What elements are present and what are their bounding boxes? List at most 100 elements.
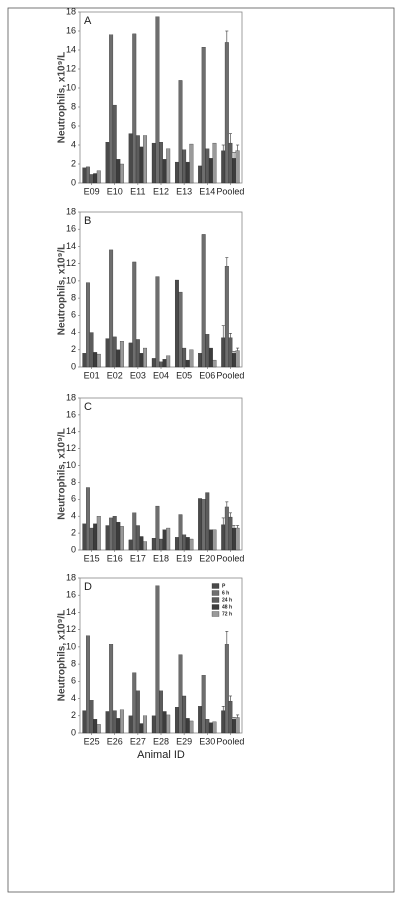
bar	[198, 165, 203, 184]
bar	[208, 347, 213, 368]
bar	[201, 47, 206, 184]
x-tick-label: E14	[199, 186, 215, 196]
bar	[182, 347, 187, 368]
bar	[198, 498, 203, 551]
bar	[96, 170, 101, 184]
bar	[159, 690, 163, 734]
bar	[109, 34, 114, 184]
bar	[89, 332, 94, 368]
y-tick-label: 4	[71, 693, 76, 703]
bar	[174, 161, 179, 184]
y-axis-label: Neutrophils, x10⁹/L	[57, 610, 68, 701]
bar	[151, 358, 156, 368]
x-tick-label: E18	[153, 553, 169, 563]
x-tick-label: E01	[84, 370, 100, 380]
y-tick-label: 12	[66, 63, 76, 73]
bar	[128, 539, 133, 551]
bar	[82, 353, 87, 368]
plot-frame	[79, 397, 243, 551]
bar	[151, 538, 156, 551]
y-tick-label: 6	[71, 120, 76, 130]
bar	[132, 261, 137, 368]
bar	[139, 146, 144, 184]
bar	[221, 524, 226, 551]
bar	[205, 148, 210, 184]
bar	[82, 710, 87, 734]
x-tick-label: E19	[176, 553, 192, 563]
y-tick-label: 16	[66, 590, 76, 600]
bar	[228, 516, 233, 551]
bar	[119, 341, 124, 368]
bar	[232, 719, 236, 734]
bar	[109, 517, 114, 551]
x-tick-label: E27	[130, 736, 146, 746]
bar	[116, 159, 121, 184]
bar	[228, 700, 233, 734]
bar	[89, 174, 94, 184]
x-tick-label: E29	[176, 736, 192, 746]
bar	[105, 141, 110, 184]
y-tick-label: 6	[71, 310, 76, 320]
x-tick-label: E10	[107, 186, 123, 196]
y-tick-label: 2	[71, 527, 76, 537]
bar	[208, 722, 213, 734]
x-tick-label: E09	[84, 186, 100, 196]
bar	[224, 644, 229, 734]
x-tick-label: E20	[199, 553, 215, 563]
bar	[159, 141, 163, 184]
legend-label: 48 h	[222, 604, 232, 610]
y-tick-label: 14	[66, 241, 76, 251]
bar	[166, 714, 171, 734]
bar	[143, 715, 148, 734]
bar	[105, 711, 110, 734]
bar	[132, 672, 137, 734]
y-tick-label: 16	[66, 25, 76, 35]
bar	[82, 167, 87, 184]
bar	[235, 717, 240, 734]
bar	[205, 492, 210, 551]
figure-border	[7, 7, 395, 893]
bar	[128, 342, 133, 368]
y-tick-label: 14	[66, 607, 76, 617]
bar	[119, 709, 124, 734]
x-tick-label: E06	[199, 370, 215, 380]
y-tick-label: 8	[71, 292, 76, 302]
bar	[143, 135, 148, 184]
bar	[178, 80, 183, 184]
y-tick-label: 8	[71, 658, 76, 668]
bar	[232, 353, 236, 368]
bar	[135, 135, 140, 184]
y-tick-label: 12	[66, 443, 76, 453]
bar	[235, 527, 240, 551]
bar	[166, 148, 171, 184]
bar	[151, 142, 156, 184]
bar	[182, 695, 187, 734]
bar	[185, 537, 190, 551]
y-tick-label: 18	[66, 206, 76, 216]
bar	[185, 359, 190, 368]
bar	[174, 537, 179, 551]
x-tick-label: E11	[130, 186, 145, 196]
bar	[128, 715, 133, 734]
bar	[109, 644, 114, 734]
bar	[208, 158, 213, 184]
y-axis-label: Neutrophils, x10⁹/L	[57, 428, 68, 519]
bar	[178, 514, 183, 551]
bar	[105, 525, 110, 551]
bar	[166, 527, 171, 551]
legend-swatch	[211, 590, 220, 596]
bar	[228, 337, 233, 368]
y-tick-label: 2	[71, 344, 76, 354]
bar	[93, 352, 98, 368]
x-tick-label: E28	[153, 736, 169, 746]
y-tick-label: 18	[66, 392, 76, 402]
legend-label: 72 h	[222, 611, 232, 617]
y-tick-label: 8	[71, 477, 76, 487]
bar	[159, 361, 163, 368]
y-tick-label: 2	[71, 710, 76, 720]
plot-frame	[79, 211, 243, 368]
bar	[235, 350, 240, 368]
panel-label: C	[84, 401, 92, 413]
bar	[174, 707, 179, 734]
x-tick-label: E17	[130, 553, 146, 563]
